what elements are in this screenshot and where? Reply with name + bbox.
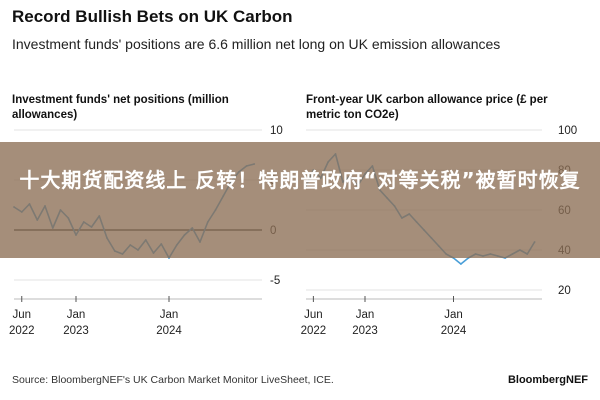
source-note: Source: BloombergNEF's UK Carbon Market … xyxy=(12,374,334,386)
right-x-tick-year: 2023 xyxy=(352,325,378,337)
left-x-tick-year: 2023 xyxy=(63,325,89,337)
left-x-tick-label: Jun xyxy=(12,309,31,321)
overlay-banner: 十大期货配资线上 反转！特朗普政府“对等关税”被暂时恢复 xyxy=(0,142,600,258)
right-y-tick-label: 20 xyxy=(558,285,571,297)
right-x-tick-label: Jan xyxy=(356,309,375,321)
right-x-tick-year: 2022 xyxy=(301,325,327,337)
left-y-tick-label: -5 xyxy=(270,275,280,287)
left-x-tick-label: Jan xyxy=(160,309,179,321)
overlay-banner-text: 十大期货配资线上 反转！特朗普政府“对等关税”被暂时恢复 xyxy=(19,168,581,192)
chart-title: Record Bullish Bets on UK Carbon xyxy=(12,7,293,26)
left-x-tick-year: 2024 xyxy=(156,325,182,337)
right-data-point xyxy=(459,263,462,265)
left-y-tick-label: 10 xyxy=(270,125,283,137)
right-x-tick-year: 2024 xyxy=(441,325,467,337)
left-x-tick-label: Jan xyxy=(67,309,86,321)
right-y-tick-label: 100 xyxy=(558,125,577,137)
chart-subtitle: Investment funds' positions are 6.6 mill… xyxy=(12,36,501,52)
brand-logo: BloombergNEF xyxy=(507,374,588,386)
left-panel-title: Investment funds' net positions (million… xyxy=(12,94,229,121)
right-x-tick-label: Jun xyxy=(304,309,323,321)
left-x-tick-year: 2022 xyxy=(9,325,35,337)
right-panel-title: Front-year UK carbon allowance price (£ … xyxy=(306,94,548,121)
right-x-tick-label: Jan xyxy=(444,309,463,321)
